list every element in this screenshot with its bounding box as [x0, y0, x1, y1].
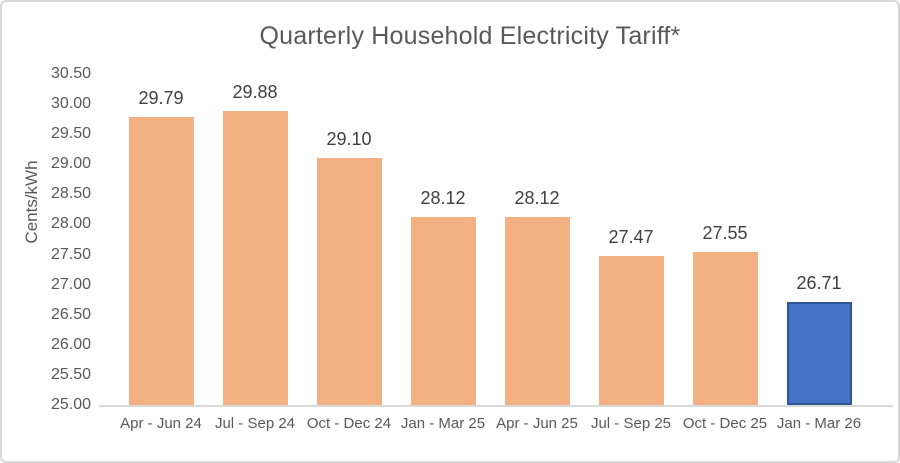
bar-data-label: 26.71 — [796, 273, 842, 293]
y-tick-label: 26.00 — [50, 335, 91, 353]
x-category-label: Jan - Mar 26 — [776, 415, 862, 432]
bar-slot: 29.88 — [208, 74, 302, 405]
plot-area: 29.79 29.88 29.10 28.12 28.12 27.47 27.55 26.71 — [114, 74, 866, 405]
x-category-label: Oct - Dec 24 — [306, 415, 392, 432]
bar-slot: 28.12 — [396, 74, 490, 405]
bar-slot: 29.79 — [114, 74, 208, 405]
bar — [504, 217, 570, 405]
y-axis-title: Cents/kWh — [22, 160, 41, 244]
y-tick-label: 27.00 — [50, 275, 91, 293]
bar — [222, 111, 288, 405]
bar — [598, 256, 664, 405]
bar-data-label: 29.88 — [232, 82, 278, 102]
bar-data-label: 28.12 — [420, 188, 466, 208]
bar-slot: 26.71 — [772, 74, 866, 405]
x-category-label: Jan - Mar 25 — [400, 415, 486, 432]
bar-slot: 28.12 — [490, 74, 584, 405]
x-category-label: Oct - Dec 25 — [682, 415, 768, 432]
bar — [692, 252, 758, 405]
y-tick-label: 28.00 — [50, 215, 91, 233]
x-axis-category-labels: Apr - Jun 24 Jul - Sep 24 Oct - Dec 24 Jan … — [114, 415, 866, 432]
x-category-label: Jul - Sep 25 — [590, 415, 672, 432]
y-tick-label: 25.00 — [50, 396, 91, 413]
bar-data-label: 28.12 — [514, 188, 560, 208]
y-tick-label: 27.50 — [50, 245, 91, 263]
bar-data-label: 27.47 — [608, 227, 654, 247]
chart-title: Quarterly Household Electricity Tariff* — [259, 22, 681, 50]
bar — [410, 217, 476, 405]
bar-slot: 27.47 — [584, 74, 678, 405]
y-tick-label: 28.50 — [50, 185, 91, 203]
bar — [128, 117, 194, 405]
bar-data-label: 27.55 — [702, 223, 748, 243]
y-tick-label: 25.50 — [50, 365, 91, 383]
bar-data-label: 29.10 — [326, 129, 372, 149]
bar-data-label: 29.79 — [138, 88, 184, 108]
x-category-label: Apr - Jun 25 — [496, 415, 578, 432]
x-category-label: Apr - Jun 24 — [120, 415, 202, 432]
x-category-label: Jul - Sep 24 — [214, 415, 296, 432]
bar — [316, 158, 382, 405]
y-tick-label: 29.00 — [50, 155, 91, 173]
y-tick-label: 26.50 — [50, 305, 91, 323]
bar-slot: 29.10 — [302, 74, 396, 405]
bar-highlighted — [786, 302, 852, 405]
bar-slot: 27.55 — [678, 74, 772, 405]
y-tick-label: 29.50 — [50, 125, 91, 143]
x-axis-line — [99, 405, 893, 407]
y-tick-label: 30.50 — [50, 65, 91, 82]
y-tick-label: 30.00 — [50, 95, 91, 113]
